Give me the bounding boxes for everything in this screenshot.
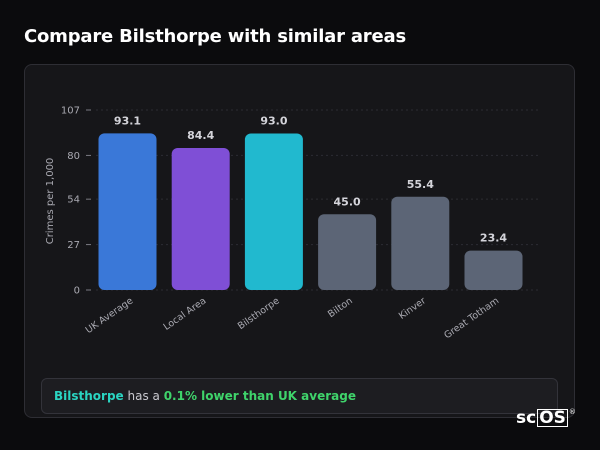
- x-tick-label: Bilton: [326, 295, 355, 320]
- bar-great-totham: [464, 250, 523, 290]
- x-tick-label: Bilsthorpe: [236, 295, 282, 332]
- x-tick-label: Kinver: [397, 295, 428, 321]
- data-label: 23.4: [480, 232, 507, 245]
- data-label: 93.0: [260, 115, 287, 128]
- comparison-summary: Bilsthorpe has a 0.1% lower than UK aver…: [41, 378, 558, 414]
- data-label: 84.4: [187, 129, 214, 142]
- y-tick-label: 54: [67, 195, 80, 206]
- logo-boxed-text: OS: [537, 408, 568, 428]
- data-label: 93.1: [114, 114, 141, 127]
- x-tick-label: Local Area: [162, 295, 209, 332]
- y-tick-label: 80: [67, 151, 80, 162]
- bar-uk-average: [98, 133, 157, 290]
- data-label: 45.0: [334, 195, 361, 208]
- logo-prefix: sc: [516, 408, 537, 428]
- summary-area-name: Bilsthorpe: [54, 389, 124, 403]
- bar-local-area: [171, 148, 230, 290]
- data-label: 55.4: [407, 178, 434, 191]
- y-tick-label: 0: [74, 286, 80, 297]
- y-tick-label: 107: [61, 106, 80, 117]
- summary-connector-text: has a: [123, 389, 164, 403]
- bar-bilton: [318, 214, 377, 290]
- bar-kinver: [391, 196, 450, 290]
- y-tick-label: 27: [67, 240, 80, 251]
- bar-bilsthorpe: [244, 133, 303, 290]
- y-axis-label: Crimes per 1,000: [45, 158, 56, 245]
- brand-logo: sc OS ®: [516, 409, 576, 427]
- registered-mark: ®: [568, 408, 576, 416]
- page-title: Compare Bilsthorpe with similar areas: [24, 26, 406, 47]
- summary-comparison-value: 0.1% lower than UK average: [163, 389, 356, 403]
- x-tick-label: Great Totham: [442, 295, 501, 341]
- x-tick-label: UK Average: [84, 295, 136, 336]
